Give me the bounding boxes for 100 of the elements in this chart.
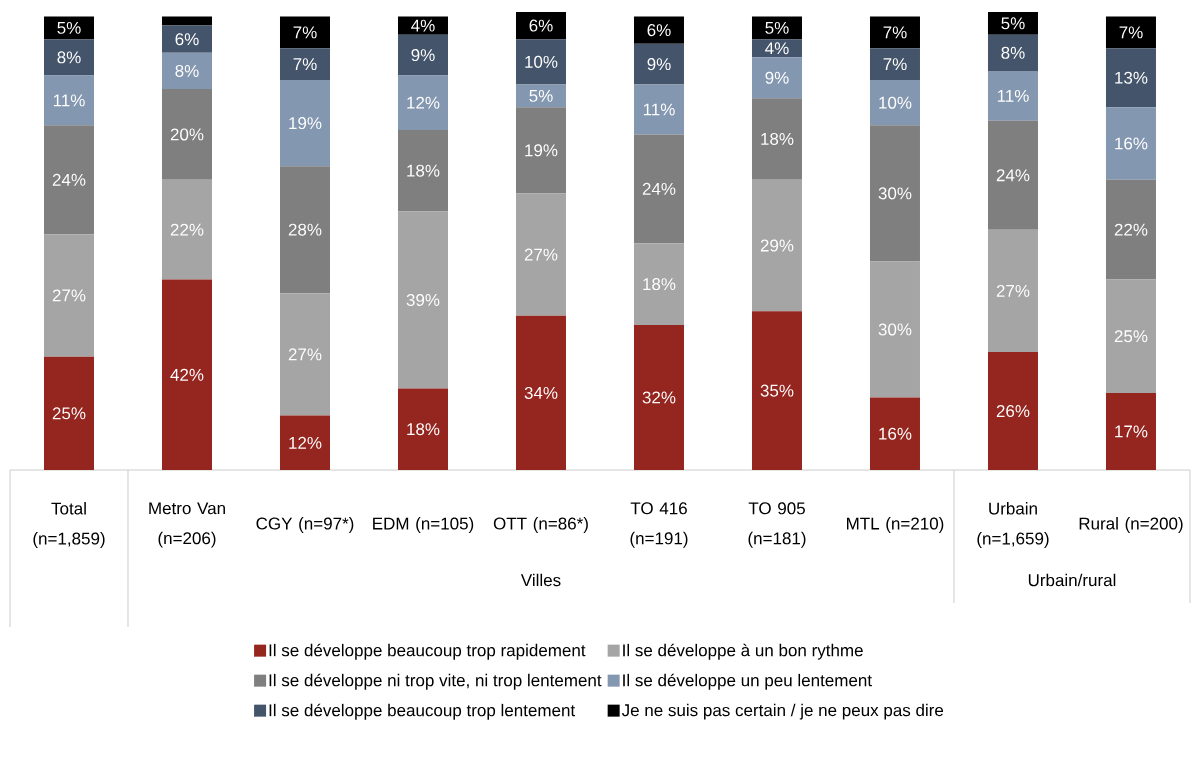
data-label: 5% bbox=[529, 89, 553, 102]
data-label: 7% bbox=[293, 58, 317, 71]
data-label: 6% bbox=[647, 24, 671, 37]
data-label: 11% bbox=[643, 103, 675, 116]
bar bbox=[633, 134, 684, 244]
data-label: 8% bbox=[57, 51, 81, 64]
data-label: 27% bbox=[524, 248, 558, 261]
data-label: 9% bbox=[647, 58, 671, 71]
x-tick-label: MTL (n=210) bbox=[847, 517, 944, 533]
x-tick-label: TO 905 (n=181) bbox=[748, 502, 806, 548]
data-label: 13% bbox=[1115, 71, 1148, 84]
bar bbox=[162, 25, 212, 53]
bar bbox=[515, 107, 566, 194]
bar bbox=[279, 80, 330, 167]
bar bbox=[633, 16, 684, 44]
bar bbox=[397, 211, 448, 389]
data-label: 35% bbox=[760, 384, 794, 397]
bar bbox=[162, 89, 212, 180]
bar bbox=[633, 84, 684, 135]
bar bbox=[633, 243, 684, 325]
bar bbox=[44, 356, 94, 470]
data-label: 18% bbox=[407, 164, 440, 177]
data-label: 27% bbox=[288, 348, 322, 361]
text: Villes bbox=[520, 573, 561, 587]
bar bbox=[279, 293, 330, 416]
data-label: 7% bbox=[1119, 26, 1143, 39]
data-label: 18% bbox=[407, 423, 440, 436]
bar bbox=[397, 129, 448, 212]
bar bbox=[1105, 16, 1156, 49]
data-label: 6% bbox=[529, 19, 553, 32]
x-tick-label: Metro Van (n=206) bbox=[149, 502, 225, 548]
data-label: 27% bbox=[52, 289, 86, 302]
x-tick-label: EDM (n=105) bbox=[373, 517, 474, 533]
data-label: 39% bbox=[406, 293, 440, 306]
bar bbox=[279, 415, 330, 470]
bar bbox=[397, 34, 448, 76]
bar bbox=[869, 48, 920, 81]
data-label: 24% bbox=[52, 173, 86, 186]
text: Urbain/rural bbox=[1028, 573, 1116, 587]
bar bbox=[751, 39, 802, 58]
bar bbox=[1105, 179, 1156, 280]
data-label: 7% bbox=[883, 26, 907, 39]
data-label: 8% bbox=[175, 64, 199, 77]
data-label: 26% bbox=[996, 405, 1030, 418]
bar bbox=[397, 16, 448, 35]
data-label: 29% bbox=[760, 239, 794, 252]
data-label: 5% bbox=[1001, 17, 1025, 30]
bar bbox=[1105, 48, 1156, 108]
data-label: 10% bbox=[525, 55, 558, 68]
data-label: 30% bbox=[878, 187, 912, 200]
data-label: 16% bbox=[879, 427, 912, 440]
x-tick-label: OTT (n=86*) bbox=[493, 517, 588, 533]
data-label: 32% bbox=[642, 391, 676, 404]
data-label: 22% bbox=[1114, 223, 1148, 236]
data-label: 6% bbox=[175, 33, 199, 46]
bar bbox=[869, 261, 920, 398]
bar bbox=[751, 57, 802, 99]
bar bbox=[987, 34, 1038, 71]
data-label: 8% bbox=[1001, 46, 1025, 59]
data-label: 9% bbox=[411, 49, 435, 62]
bar bbox=[869, 80, 920, 126]
bar bbox=[515, 11, 566, 40]
bar bbox=[869, 397, 920, 470]
data-label: 18% bbox=[643, 278, 676, 291]
bar bbox=[279, 166, 330, 294]
data-label: 10% bbox=[879, 96, 912, 109]
data-label: 17% bbox=[1115, 425, 1148, 438]
x-tick-label: TO 416 (n=191) bbox=[630, 502, 688, 548]
data-label: 7% bbox=[883, 58, 907, 71]
bar bbox=[869, 125, 920, 262]
data-label: 24% bbox=[996, 169, 1030, 182]
legend-label: Il se développe à un bon rythme bbox=[623, 643, 863, 660]
bar bbox=[397, 388, 448, 470]
data-label: 5% bbox=[765, 21, 789, 34]
bar bbox=[987, 120, 1038, 230]
data-label: 4% bbox=[411, 19, 435, 32]
data-label: 19% bbox=[289, 117, 322, 130]
data-label: 4% bbox=[765, 42, 789, 55]
bar bbox=[987, 11, 1038, 35]
data-label: 42% bbox=[170, 368, 204, 381]
bar bbox=[987, 70, 1038, 121]
x-tick-label: Total (n=1,859) bbox=[33, 502, 105, 548]
data-label: 7% bbox=[293, 26, 317, 39]
data-label: 19% bbox=[525, 144, 558, 157]
bar bbox=[515, 315, 566, 470]
legend-label: Je ne suis pas certain / je ne peux pas dire bbox=[621, 703, 944, 720]
bar bbox=[162, 279, 212, 470]
x-tick-label: CGY (n=97*) bbox=[256, 517, 354, 533]
data-label: 12% bbox=[289, 436, 322, 449]
bar bbox=[279, 16, 330, 49]
bar bbox=[162, 179, 212, 280]
data-label: 5% bbox=[57, 21, 81, 34]
data-label: 22% bbox=[170, 223, 204, 236]
bar bbox=[1105, 392, 1156, 470]
bar bbox=[1105, 279, 1156, 393]
bar bbox=[44, 125, 94, 235]
data-label: 9% bbox=[765, 71, 789, 84]
data-label: 28% bbox=[288, 223, 322, 236]
bar bbox=[44, 75, 94, 126]
bar bbox=[515, 39, 566, 85]
